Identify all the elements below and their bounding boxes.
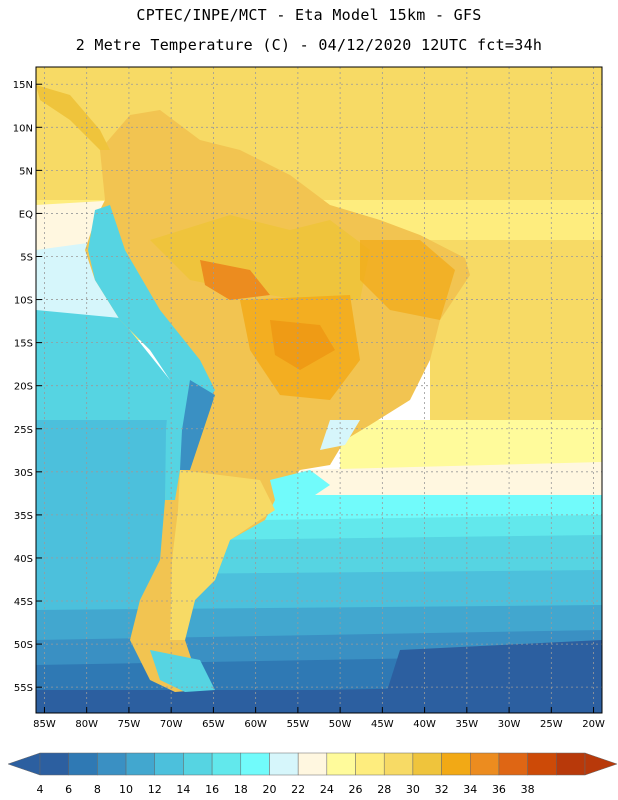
- lon-tick-label: 20W: [582, 719, 605, 730]
- lon-tick-label: 70W: [160, 719, 183, 730]
- colorbar-label: 32: [435, 783, 449, 796]
- colorbar-labels: 4 6 8 10 12 14 16 18 20 22 24 26 28 30 32 34 36 38: [37, 783, 535, 796]
- lat-tick-label: 50S: [14, 640, 33, 651]
- colorbar-label: 14: [176, 783, 190, 796]
- lon-tick-label: 60W: [244, 719, 267, 730]
- land-patagonia-warm: [170, 470, 275, 640]
- lat-tick-label: 20S: [14, 382, 33, 393]
- colorbar-box: [556, 752, 586, 776]
- colorbar-box: [68, 752, 98, 776]
- colorbar-box: [211, 752, 242, 776]
- lat-tick-label: 15S: [14, 339, 33, 350]
- colorbar-label: 18: [234, 783, 248, 796]
- lat-tick-label: 5N: [19, 166, 33, 177]
- land-tierra-del-fuego: [150, 650, 215, 692]
- colorbar-left-arrow: [7, 752, 41, 776]
- colorbar-label: 10: [119, 783, 133, 796]
- lon-tick-label: 35W: [456, 719, 479, 730]
- lon-tick-label: 80W: [75, 719, 98, 730]
- lon-tick-label: 85W: [33, 719, 56, 730]
- graticule: [36, 67, 602, 713]
- latitude-axis: 15N 10N 5N EQ 5S 10S 15S 20S 25S 30S 35S 40S 45S 50S 5…: [13, 80, 42, 694]
- lat-tick-label: 25S: [14, 425, 33, 436]
- colorbar-label: 4: [37, 783, 44, 796]
- map-frame: [35, 66, 603, 714]
- colorbar-box: [470, 752, 500, 776]
- lat-tick-label: 10S: [14, 296, 33, 307]
- colorbar-box: [498, 752, 528, 776]
- lat-tick-label: 30S: [14, 468, 33, 479]
- colorbar-box: [240, 752, 270, 776]
- lon-tick-label: 45W: [371, 719, 394, 730]
- colorbar-label: 12: [148, 783, 162, 796]
- longitude-axis: 85W 80W 75W 70W 65W 60W 55W 50W 45W 40W 35W 30W 25W 2…: [33, 707, 605, 730]
- lon-tick-label: 50W: [329, 719, 352, 730]
- colorbar-box: [269, 752, 299, 776]
- colorbar-right-arrow: [584, 752, 618, 776]
- land-northeast-warm: [360, 240, 455, 320]
- colorbar-box: [383, 752, 414, 776]
- colorbar-box: [326, 752, 356, 776]
- colorbar-box: [355, 752, 385, 776]
- lat-tick-label: 35S: [14, 511, 33, 522]
- lat-tick-label: 15N: [13, 80, 33, 91]
- lat-tick-label: 55S: [14, 683, 33, 694]
- chart-subtitle: 2 Metre Temperature (C) - 04/12/2020 12U…: [75, 36, 543, 54]
- land-andes-cold: [180, 380, 215, 470]
- map-field: [36, 67, 602, 713]
- lon-tick-label: 55W: [287, 719, 310, 730]
- chart-title: CPTEC/INPE/MCT - Eta Model 15km - GFS: [136, 6, 482, 24]
- lon-tick-label: 65W: [202, 719, 225, 730]
- band-southeast-4: [380, 640, 602, 713]
- colorbar-label: 38: [521, 783, 535, 796]
- colorbar-box: [527, 752, 557, 776]
- colorbar-label: 24: [320, 783, 334, 796]
- lon-tick-label: 40W: [413, 719, 436, 730]
- colorbar-label: 26: [349, 783, 363, 796]
- lat-tick-label: 45S: [14, 597, 33, 608]
- temperature-map: 15N 10N 5N EQ 5S 10S 15S 20S 25S 30S 35S 40S 45S 50S 5…: [13, 66, 605, 730]
- colorbar-box: [125, 752, 155, 776]
- band-south-14: [200, 535, 602, 580]
- colorbar-box: [297, 752, 328, 776]
- colorbar-label: 16: [205, 783, 219, 796]
- land-south-coast-cool: [320, 420, 360, 450]
- colorbar-label: 36: [492, 783, 506, 796]
- land-uruguay-cool: [270, 470, 330, 505]
- land-central-america: [36, 85, 110, 150]
- colorbar-box: [183, 752, 213, 776]
- colorbar-label: 22: [291, 783, 305, 796]
- colorbar-label: 34: [463, 783, 477, 796]
- colorbar-box: [154, 752, 184, 776]
- band-pacific-12: [36, 420, 170, 600]
- lat-tick-label: 5S: [20, 252, 33, 263]
- colorbar-boxes: [7, 752, 618, 776]
- colorbar-box: [441, 752, 471, 776]
- band-south-18: [260, 495, 602, 520]
- band-east-warm: [430, 240, 602, 430]
- lat-tick-label: 40S: [14, 554, 33, 565]
- colorbar-label: 6: [65, 783, 72, 796]
- lat-tick-label: EQ: [19, 209, 33, 220]
- lon-tick-label: 75W: [118, 719, 141, 730]
- colorbar-box: [412, 752, 442, 776]
- lat-tick-label: 10N: [13, 123, 33, 134]
- colorbar-label: 8: [94, 783, 101, 796]
- colorbar-box: [97, 752, 127, 776]
- colorbar-label: 20: [262, 783, 276, 796]
- colorbar-box: [39, 752, 69, 776]
- land-warm-central: [240, 295, 360, 400]
- lon-tick-label: 30W: [498, 719, 521, 730]
- colorbar-label: 28: [377, 783, 391, 796]
- lon-tick-label: 25W: [540, 719, 563, 730]
- colorbar-label: 30: [406, 783, 420, 796]
- colorbar: 4 6 8 10 12 14 16 18 20 22 24 26 28 30 32 34 36 38: [7, 752, 618, 796]
- land-hot-core: [200, 260, 270, 300]
